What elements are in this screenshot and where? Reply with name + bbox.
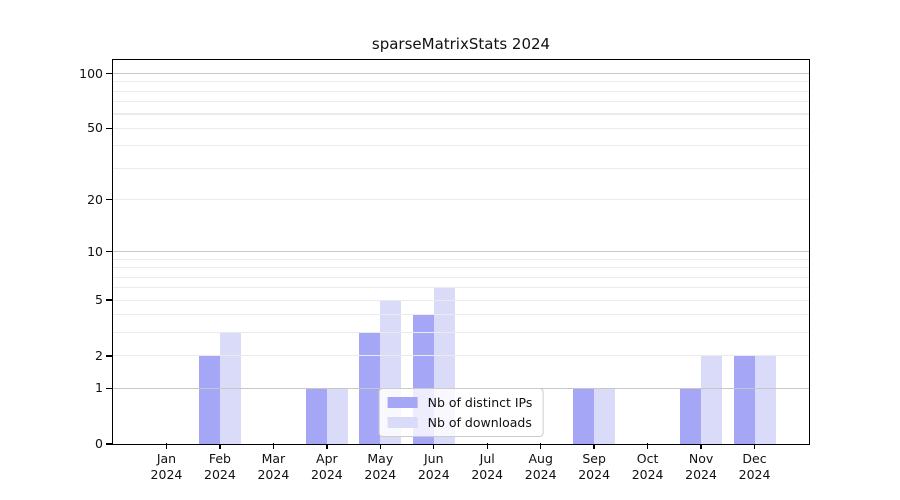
bar-distinct-ips: [198, 355, 220, 444]
gridline-minor: [113, 199, 809, 201]
x-tick-mark: [326, 443, 328, 449]
y-tick-mark: [106, 443, 112, 445]
x-tick-label: Oct 2024: [631, 451, 664, 482]
x-tick-mark: [593, 443, 595, 449]
legend-label-distinct-ips: Nb of distinct IPs: [427, 395, 533, 410]
y-tick-label: 2: [95, 347, 103, 363]
y-tick-label: 10: [87, 243, 103, 259]
y-tick-label: 100: [79, 65, 103, 81]
bar-downloads: [754, 355, 776, 444]
legend-swatch-downloads: [387, 417, 418, 428]
y-tick-label: 0: [95, 436, 103, 451]
gridline-minor: [113, 81, 809, 83]
gridline-minor: [113, 355, 809, 357]
bar-downloads: [701, 355, 723, 444]
gridline-minor: [113, 113, 809, 115]
gridline-minor: [113, 287, 809, 289]
x-tick-mark: [753, 443, 756, 449]
x-tick-mark: [486, 443, 488, 449]
y-tick-mark: [106, 127, 112, 130]
gridline-minor: [113, 167, 809, 169]
y-tick-mark: [106, 299, 112, 301]
gridline-major: [113, 72, 809, 75]
x-tick-mark: [539, 443, 542, 449]
x-tick-label: Jun 2024: [417, 451, 450, 482]
x-tick-label: Nov 2024: [685, 451, 717, 482]
bar-downloads: [326, 388, 348, 444]
x-tick-label: Dec 2024: [738, 451, 771, 482]
legend-swatch-distinct-ips: [387, 397, 418, 408]
x-tick-mark: [165, 443, 168, 449]
gridline-major: [113, 250, 809, 253]
x-tick-label: Jan 2024: [150, 451, 183, 482]
bar-distinct-ips: [573, 388, 595, 444]
y-tick-mark: [106, 355, 112, 357]
x-tick-mark: [646, 443, 649, 449]
y-tick-mark: [106, 387, 112, 390]
axis-layer: 0 1 2 5 10 20 50 100 Jan 2024 Feb 2024 Mar 2024 Apr…: [79, 60, 809, 482]
gridline-minor: [113, 267, 809, 269]
gridline-minor: [113, 258, 809, 260]
bar-downloads: [594, 388, 616, 444]
x-tick-mark: [433, 443, 435, 449]
legend: Nb of distinct IPs Nb of downloads: [378, 388, 544, 437]
x-tick-label: Jul 2024: [471, 451, 504, 482]
legend-item-downloads: Nb of downloads: [387, 415, 533, 430]
bar-distinct-ips: [733, 355, 755, 444]
y-tick-label: 1: [95, 380, 103, 396]
y-tick-label: 50: [87, 120, 103, 136]
y-tick-mark: [106, 250, 112, 253]
gridline-minor: [113, 314, 809, 316]
gridline-minor: [113, 332, 809, 334]
gridline-minor: [113, 145, 809, 147]
x-tick-label: Apr 2024: [310, 451, 343, 482]
legend-item-distinct-ips: Nb of distinct IPs: [387, 395, 533, 410]
x-tick-label: Feb 2024: [204, 451, 236, 482]
bar-distinct-ips: [305, 388, 327, 444]
x-tick-mark: [272, 443, 275, 449]
y-tick-label: 5: [95, 292, 103, 308]
x-tick-mark: [379, 443, 381, 449]
plot-area: 0 1 2 5 10 20 50 100 Jan 2024 Feb 2024 Mar 2024 Apr…: [79, 59, 810, 482]
bar-distinct-ips: [680, 388, 702, 444]
x-tick-label: Sep 2024: [578, 451, 611, 482]
chart-title: sparseMatrixStats 2024: [371, 35, 551, 53]
y-tick-mark: [106, 72, 112, 75]
gridline-minor: [113, 299, 809, 301]
gridline-minor: [113, 101, 809, 103]
gridline-minor: [113, 276, 809, 278]
x-tick-mark: [219, 443, 221, 449]
gridline-minor: [113, 90, 809, 92]
x-tick-mark: [700, 443, 702, 449]
x-tick-label: Mar 2024: [257, 451, 290, 482]
x-tick-label: Aug 2024: [524, 451, 557, 482]
legend-label-downloads: Nb of downloads: [427, 415, 532, 430]
gridline-minor: [113, 127, 809, 129]
y-tick-label: 20: [87, 191, 103, 207]
y-tick-mark: [106, 198, 112, 201]
x-tick-label: May 2024: [364, 451, 397, 482]
